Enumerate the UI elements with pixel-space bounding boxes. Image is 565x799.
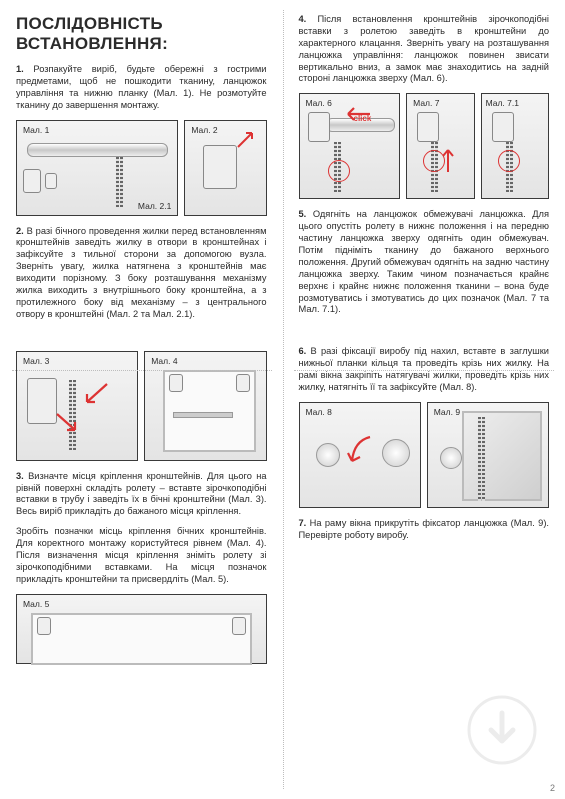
page-number: 2 xyxy=(550,783,555,793)
step-3-body: Визначте місця кріплення кронштейнів. Дл… xyxy=(16,471,267,517)
figure-row-89: Мал. 8 Мал. 9 xyxy=(299,402,550,508)
figure-row-5: Мал. 5 xyxy=(16,594,267,664)
figure-5-label: Мал. 5 xyxy=(23,599,49,609)
step-4-text: 4. Після встановлення кронштейнів зірочк… xyxy=(299,14,550,85)
figure-6-label: Мал. 6 xyxy=(306,98,332,108)
figure-7-label: Мал. 7 xyxy=(413,98,439,108)
step-3-num: 3. xyxy=(16,471,24,481)
figure-5: Мал. 5 xyxy=(16,594,267,664)
step-4-num: 4. xyxy=(299,14,307,24)
left-column: ПОСЛІДОВНІСТЬ ВСТАНОВЛЕННЯ: 1. Розпакуйт… xyxy=(0,0,283,799)
step-5-text: 5. Одягніть на ланцюжок обмежувачі ланцю… xyxy=(299,209,550,316)
step-3b-body: Зробіть позначки місць кріплення бічних … xyxy=(16,526,267,584)
page-title: ПОСЛІДОВНІСТЬ ВСТАНОВЛЕННЯ: xyxy=(16,14,267,54)
step-2-body: В разі бічного проведення жилки перед вс… xyxy=(16,226,267,319)
figure-1-label: Мал. 1 xyxy=(23,125,49,135)
step-1-body: Розпакуйте виріб, будьте обережні з гост… xyxy=(16,64,267,110)
figure-9: Мал. 9 xyxy=(427,402,549,508)
step-2-num: 2. xyxy=(16,226,24,236)
page: ПОСЛІДОВНІСТЬ ВСТАНОВЛЕННЯ: 1. Розпакуйт… xyxy=(0,0,565,799)
step-7-body: На раму вікна прикрутіть фіксатор ланцюж… xyxy=(299,518,550,540)
figure-4-label: Мал. 4 xyxy=(151,356,177,366)
right-column: 4. Після встановлення кронштейнів зірочк… xyxy=(283,0,565,799)
click-label: click xyxy=(354,114,372,123)
figure-9-label: Мал. 9 xyxy=(434,407,460,417)
step-5-body: Одягніть на ланцюжок обмежувачі ланцюжка… xyxy=(299,209,550,314)
figure-row-1: Мал. 1 Мал. 2.1 Мал. 2 xyxy=(16,120,267,216)
figure-3: Мал. 3 xyxy=(16,351,138,461)
step-2-text: 2. В разі бічного проведення жилки перед… xyxy=(16,226,267,321)
figure-4: Мал. 4 xyxy=(144,351,266,461)
figure-7: Мал. 7 xyxy=(406,93,474,199)
horizontal-divider-right xyxy=(294,370,554,371)
figure-2: Мал. 2 xyxy=(184,120,266,216)
step-6-num: 6. xyxy=(299,346,307,356)
step-4-body: Після встановлення кронштейнів зірочкопо… xyxy=(299,14,550,83)
figure-8-label: Мал. 8 xyxy=(306,407,332,417)
figure-3-label: Мал. 3 xyxy=(23,356,49,366)
figure-71: Мал. 7.1 xyxy=(481,93,549,199)
watermark-icon xyxy=(467,695,537,765)
step-1-num: 1. xyxy=(16,64,24,74)
figure-6: Мал. 6 click xyxy=(299,93,401,199)
figure-71-label: Мал. 7.1 xyxy=(486,98,519,108)
figure-row-671: Мал. 6 click Мал. 7 xyxy=(299,93,550,199)
step-3-text: 3. Визначте місця кріплення кронштейнів.… xyxy=(16,471,267,519)
figure-8: Мал. 8 xyxy=(299,402,421,508)
figure-2-label: Мал. 2 xyxy=(191,125,217,135)
vertical-divider xyxy=(283,10,284,789)
step-1-text: 1. Розпакуйте виріб, будьте обережні з г… xyxy=(16,64,267,112)
step-7-text: 7. На раму вікна прикрутіть фіксатор лан… xyxy=(299,518,550,542)
figure-21-label: Мал. 2.1 xyxy=(138,201,171,211)
step-5-num: 5. xyxy=(299,209,307,219)
step-3b-text: Зробіть позначки місць кріплення бічних … xyxy=(16,526,267,585)
figure-1: Мал. 1 Мал. 2.1 xyxy=(16,120,178,216)
step-7-num: 7. xyxy=(299,518,307,528)
horizontal-divider-left xyxy=(12,370,272,371)
figure-row-34: Мал. 3 Мал. 4 xyxy=(16,351,267,461)
